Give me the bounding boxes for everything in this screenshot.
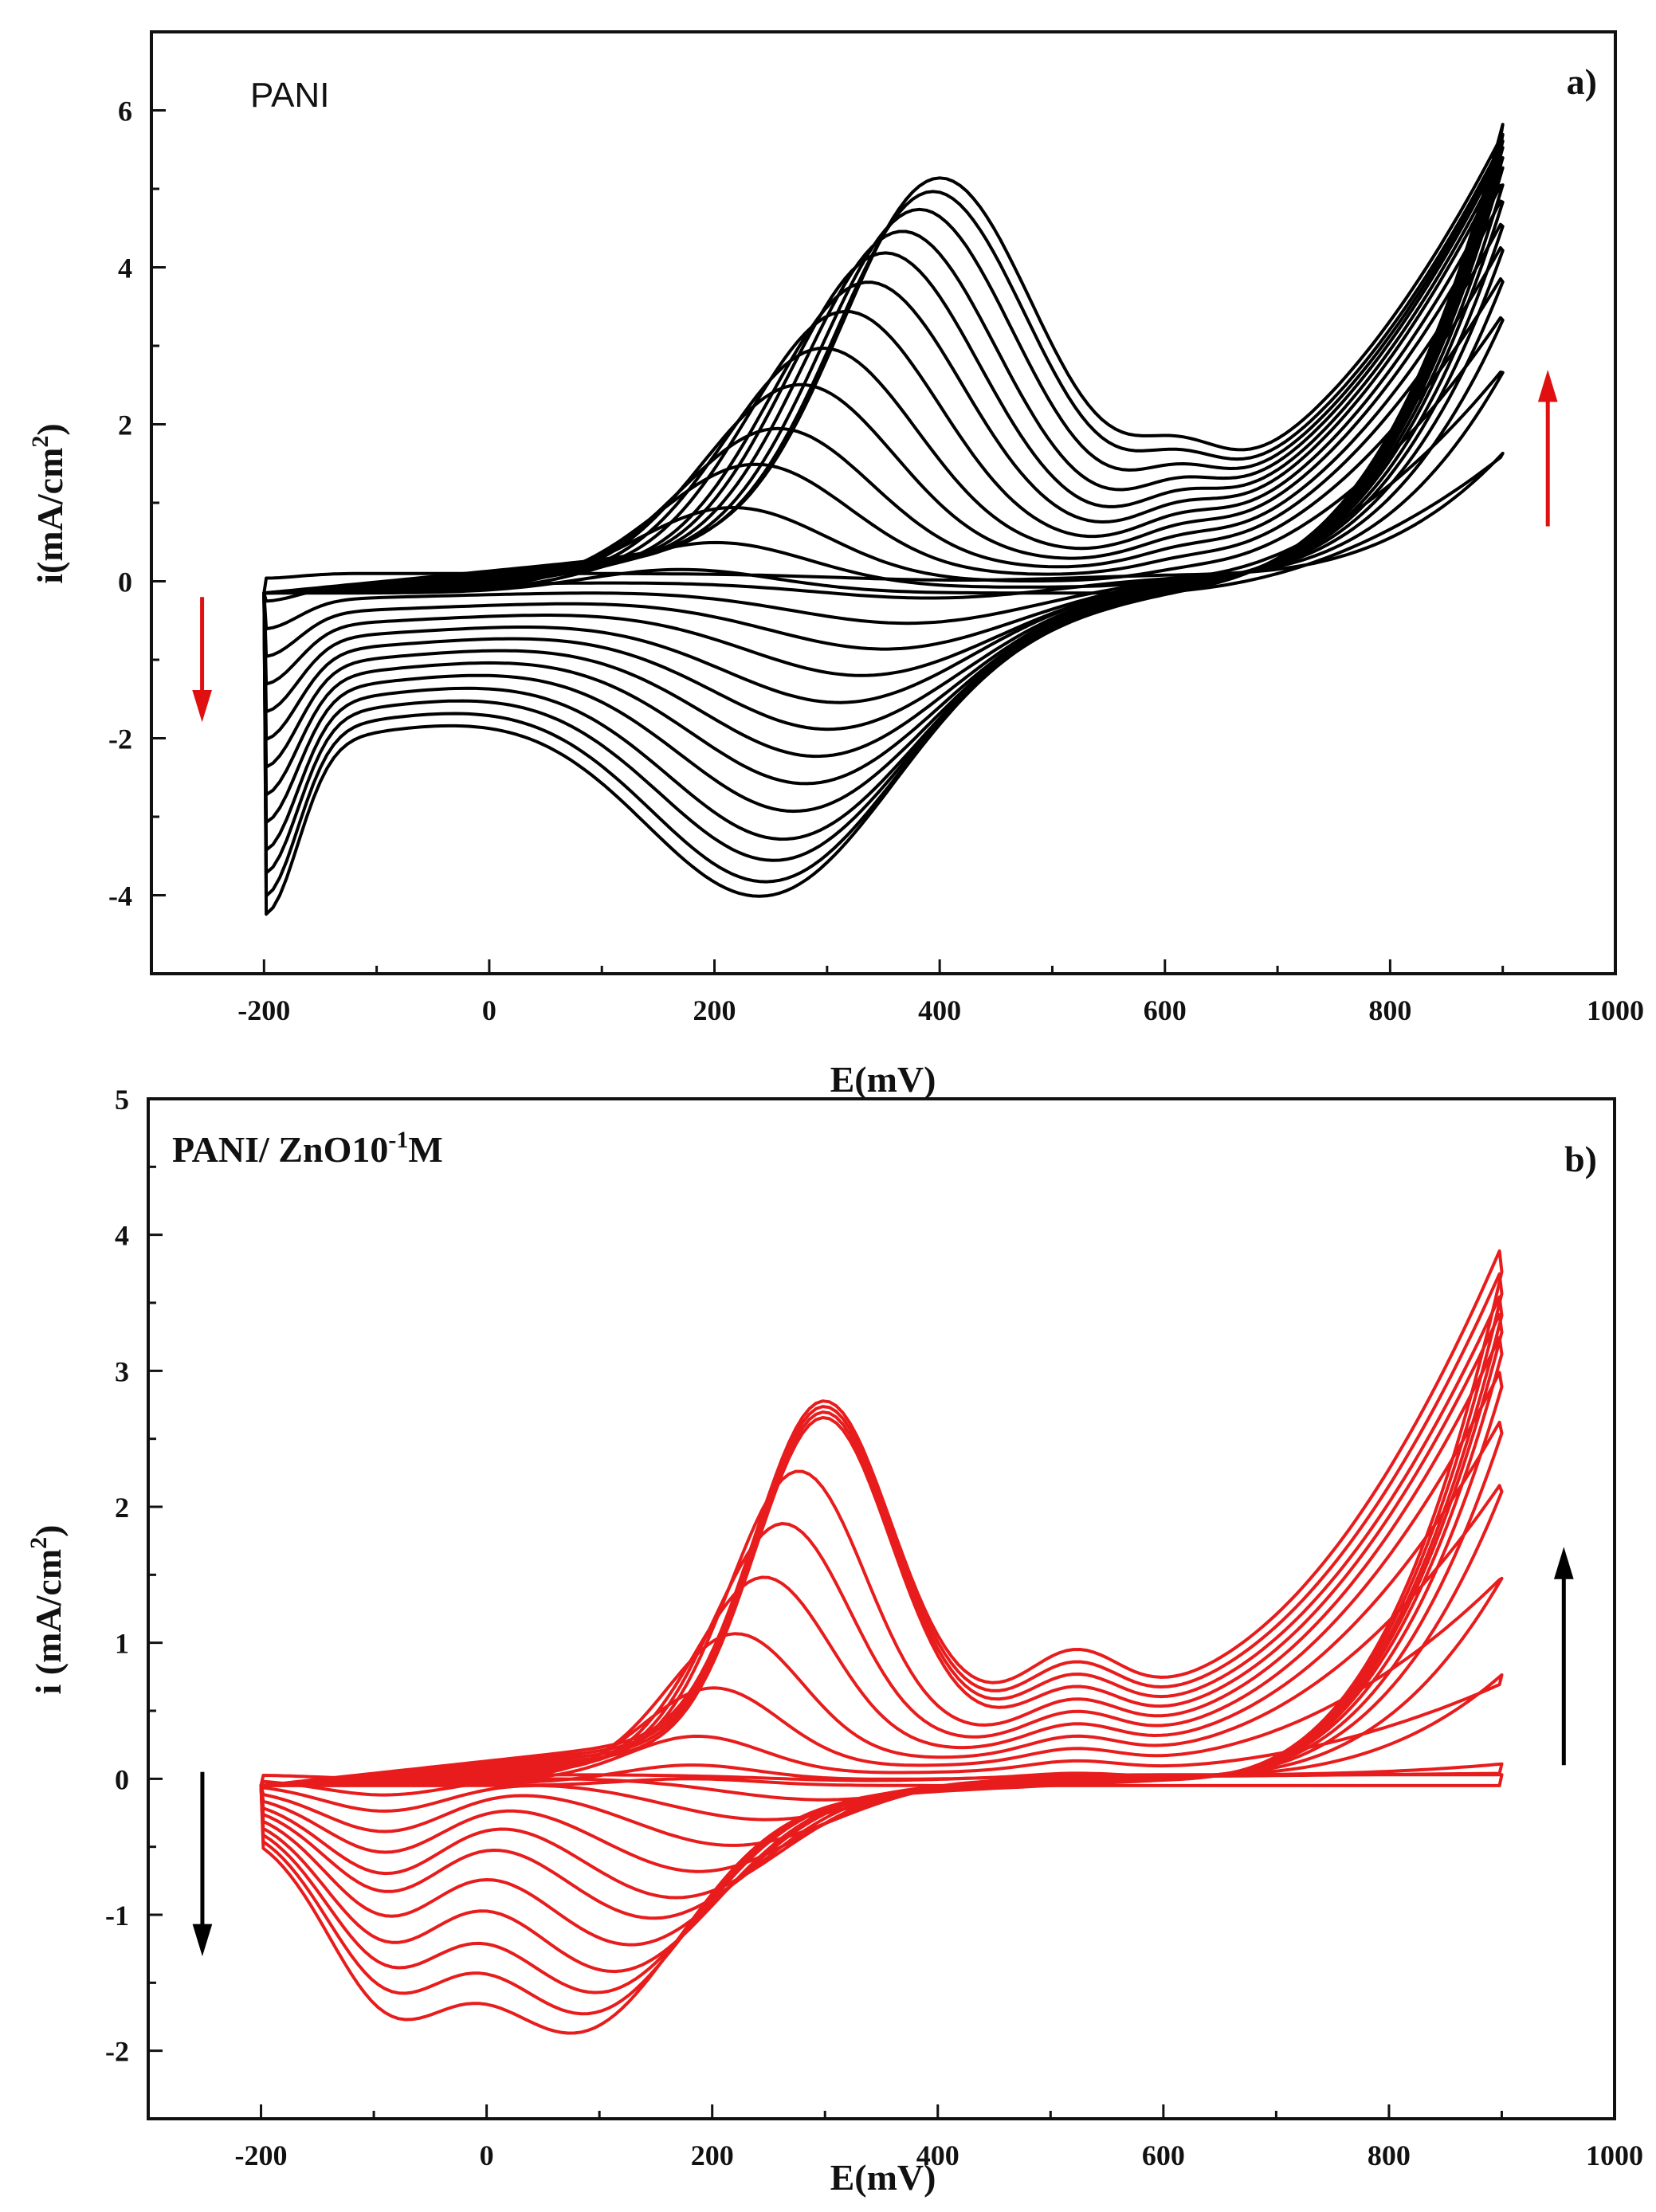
cv-cycle-5 xyxy=(259,1484,1504,1873)
y-axis-tick-label: 0 xyxy=(115,1763,129,1795)
panel-b-title: PANI/ ZnO10-1M xyxy=(172,1127,443,1170)
x-axis-tick-label: 1000 xyxy=(1586,2139,1643,2171)
cv-cycle-1 xyxy=(262,451,1505,595)
cv-cycle-6 xyxy=(259,1421,1504,1900)
anodic-growth-arrow xyxy=(1537,369,1558,527)
cv-cycle-12 xyxy=(259,1249,1504,2035)
x-axis-tick-label: 400 xyxy=(918,994,961,1026)
cathodic-growth-arrow xyxy=(192,597,212,723)
panel-a-x-axis: -200 0 200 400 600 800 1000 xyxy=(237,959,1644,1026)
panel-a-y-axis-title-main: i(mA/cm xyxy=(29,448,70,584)
panel-b-y-axis-title-main: i (mA/cm xyxy=(28,1549,69,1695)
cv-cycle-3 xyxy=(259,1673,1504,1822)
y-axis-tick-label: -2 xyxy=(108,724,132,755)
panel-b-pani-zno-voltammogram: -200 0 200 400 600 800 1000 -2 -1 0 1 2 3 4 5 PANI/ Z… xyxy=(26,1084,1643,2198)
cv-cycle-4 xyxy=(262,277,1505,658)
x-axis-tick-label: 200 xyxy=(691,2139,734,2171)
cv-cycle-10 xyxy=(262,156,1505,824)
panel-b-title-suffix: M xyxy=(408,1129,442,1170)
y-axis-tick-label: 2 xyxy=(115,1492,129,1524)
cv-cycle-1 xyxy=(259,1773,1504,1787)
x-axis-tick-label: 0 xyxy=(482,994,496,1026)
y-axis-tick-label: -2 xyxy=(105,2036,129,2068)
y-axis-tick-label: 5 xyxy=(115,1084,129,1116)
y-axis-tick-label: 6 xyxy=(118,96,132,127)
x-axis-tick-label: 800 xyxy=(1368,994,1411,1026)
panel-b-y-axis-title: i (mA/cm2) xyxy=(26,1525,69,1695)
panel-a-x-axis-title: E(mV) xyxy=(830,1059,936,1100)
cv-cycle-7 xyxy=(262,199,1505,741)
panel-a-curve-group xyxy=(262,123,1505,916)
panel-a-arrows xyxy=(192,369,1558,723)
y-axis-tick-label: 2 xyxy=(118,410,132,441)
y-axis-tick-label: -1 xyxy=(105,1900,129,1932)
panel-a-y-axis-title: i(mA/cm2) xyxy=(27,423,70,583)
panel-b-label: b) xyxy=(1564,1139,1597,1179)
panel-a-y-axis-title-exponent: 2 xyxy=(27,436,53,448)
panel-b-plot-frame xyxy=(147,1097,1616,2120)
x-axis-tick-label: -200 xyxy=(237,994,290,1026)
panel-b-x-axis: -200 0 200 400 600 800 1000 xyxy=(235,2104,1643,2171)
panel-b-x-axis-title: E(mV) xyxy=(830,2157,936,2198)
panel-b-y-axis-title-close: ) xyxy=(28,1525,69,1537)
cv-cycle-9 xyxy=(262,166,1505,797)
panel-b-curve-group xyxy=(259,1249,1504,2035)
panel-a-title: PANI xyxy=(250,76,329,115)
y-axis-tick-label: 4 xyxy=(118,253,132,284)
panel-b-y-axis: -2 -1 0 1 2 3 4 5 xyxy=(105,1084,163,2068)
cv-cycle-8 xyxy=(259,1335,1504,1947)
x-axis-tick-label: 400 xyxy=(916,2139,959,2171)
y-axis-tick-label: 0 xyxy=(118,567,132,598)
panel-a-y-axis: -4 -2 0 2 4 6 xyxy=(108,30,166,912)
anodic-growth-arrow xyxy=(1553,1547,1574,1766)
y-axis-tick-label: -4 xyxy=(108,880,132,912)
panel-b-title-main: PANI/ ZnO10 xyxy=(172,1129,388,1170)
panel-b-arrows xyxy=(192,1547,1574,1957)
y-axis-tick-label: 4 xyxy=(115,1220,129,1252)
x-axis-tick-label: 600 xyxy=(1144,994,1187,1026)
panel-b-title-superscript: -1 xyxy=(388,1127,408,1153)
panel-b-y-axis-title-exponent: 2 xyxy=(26,1537,52,1549)
cathodic-growth-arrow xyxy=(192,1771,213,1957)
panel-a-pani-voltammogram: -200 0 200 400 600 800 1000 -4 -2 0 2 4 6 PANI a) E… xyxy=(27,30,1644,1100)
panel-a-label: a) xyxy=(1567,61,1597,102)
x-axis-tick-label: 0 xyxy=(480,2139,494,2171)
x-axis-tick-label: 600 xyxy=(1142,2139,1185,2171)
cv-cycle-14 xyxy=(262,123,1505,916)
cv-cycle-8 xyxy=(262,183,1505,769)
cv-cycle-6 xyxy=(262,222,1505,714)
y-axis-tick-label: 1 xyxy=(115,1628,129,1660)
cv-cycle-2 xyxy=(259,1762,1504,1802)
y-axis-tick-label: 3 xyxy=(115,1355,129,1387)
x-axis-tick-label: -200 xyxy=(235,2139,288,2171)
x-axis-tick-label: 200 xyxy=(693,994,736,1026)
x-axis-tick-label: 800 xyxy=(1368,2139,1411,2171)
panel-a-y-axis-title-close: ) xyxy=(29,423,70,435)
cv-cycle-3 xyxy=(262,316,1505,631)
x-axis-tick-label: 1000 xyxy=(1587,994,1644,1026)
cv-cycle-7 xyxy=(259,1371,1504,1920)
